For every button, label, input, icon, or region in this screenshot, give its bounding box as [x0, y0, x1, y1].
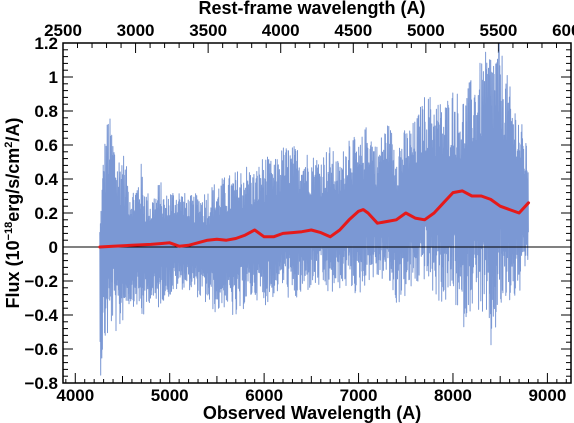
x-tick-label: 7000 — [340, 386, 378, 405]
top-tick-label: 3000 — [117, 21, 155, 40]
tick-labels: 4000 5000 6000 7000 8000 9000 2500 3000 3500 4000… — [24, 21, 574, 405]
top-tick-label: 4500 — [334, 21, 372, 40]
smoothed-line — [98, 189, 530, 249]
y-tick-label: 0.6 — [34, 136, 58, 155]
plot-frame — [62, 42, 572, 384]
y-tick-label: 0 — [49, 238, 58, 257]
top-tick-label: 6000 — [552, 21, 574, 40]
x-tick-label: 6000 — [245, 386, 283, 405]
x-axis-title: Observed Wavelength (A) — [203, 403, 421, 423]
y-tick-label: −0.6 — [24, 340, 58, 359]
x-tick-label: 4000 — [56, 386, 94, 405]
y-tick-label: −0.4 — [24, 306, 58, 325]
top-tick-label: 5000 — [407, 21, 445, 40]
y-tick-label: 0.2 — [34, 204, 58, 223]
y-tick-label: 0.4 — [34, 170, 58, 189]
y-tick-label: 1 — [49, 68, 58, 87]
top-tick-label: 3500 — [189, 21, 227, 40]
x-tick-label: 9000 — [528, 386, 566, 405]
top-tick-label: 4000 — [262, 21, 300, 40]
y-tick-label: 0.8 — [34, 102, 58, 121]
y-tick-label: −0.2 — [24, 272, 58, 291]
spectrum-layer — [99, 43, 529, 376]
x-tick-label: 8000 — [434, 386, 472, 405]
smoothed-layer — [98, 189, 530, 249]
y-axis-title: Flux (10−18erg/s/cm2/A) — [3, 118, 23, 309]
spectrum-line — [99, 43, 529, 376]
x-tick-label: 5000 — [151, 386, 189, 405]
y-tick-label: −0.8 — [24, 374, 58, 393]
top-tick-label: 5500 — [480, 21, 518, 40]
y-tick-label: 1.2 — [34, 34, 58, 53]
top-axis-title: Rest-frame wavelength (A) — [198, 0, 425, 18]
tick-layer — [62, 42, 572, 384]
top-tick-label: 2500 — [44, 21, 82, 40]
